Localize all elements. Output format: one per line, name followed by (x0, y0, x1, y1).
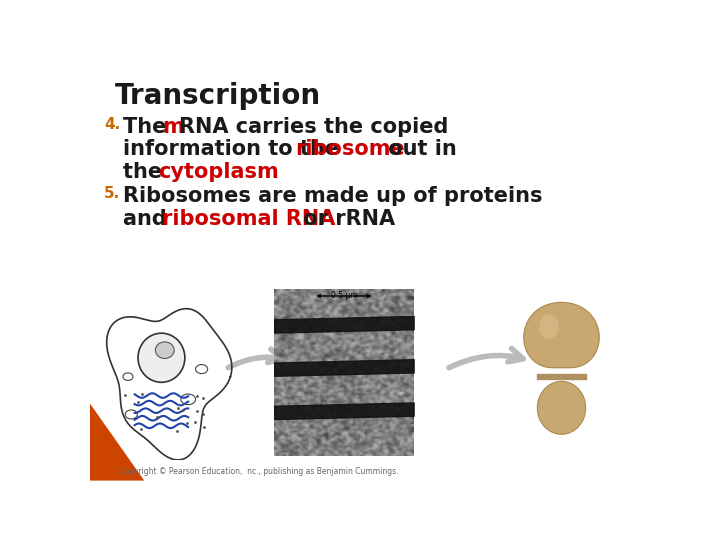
Text: Ribosomes are made up of proteins: Ribosomes are made up of proteins (122, 186, 542, 206)
Text: RNA carries the copied: RNA carries the copied (179, 117, 448, 137)
Text: and: and (122, 209, 174, 229)
Text: ribosomal RNA: ribosomal RNA (162, 209, 336, 229)
Text: m: m (162, 117, 184, 137)
Text: or rRNA: or rRNA (297, 209, 395, 229)
Text: information to the: information to the (122, 139, 346, 159)
Text: out in: out in (381, 139, 456, 159)
Text: cytoplasm: cytoplasm (158, 162, 279, 182)
Text: Transcription: Transcription (114, 82, 321, 110)
Text: The: The (122, 117, 174, 137)
Text: 4.: 4. (104, 117, 120, 132)
Text: 5.: 5. (104, 186, 120, 201)
Text: ribosome: ribosome (296, 139, 405, 159)
Text: Copyright © Pearson Education,  nc., publishing as Benjamin Cummings.: Copyright © Pearson Education, nc., publ… (120, 467, 399, 476)
Polygon shape (90, 403, 144, 481)
Text: the: the (122, 162, 169, 182)
